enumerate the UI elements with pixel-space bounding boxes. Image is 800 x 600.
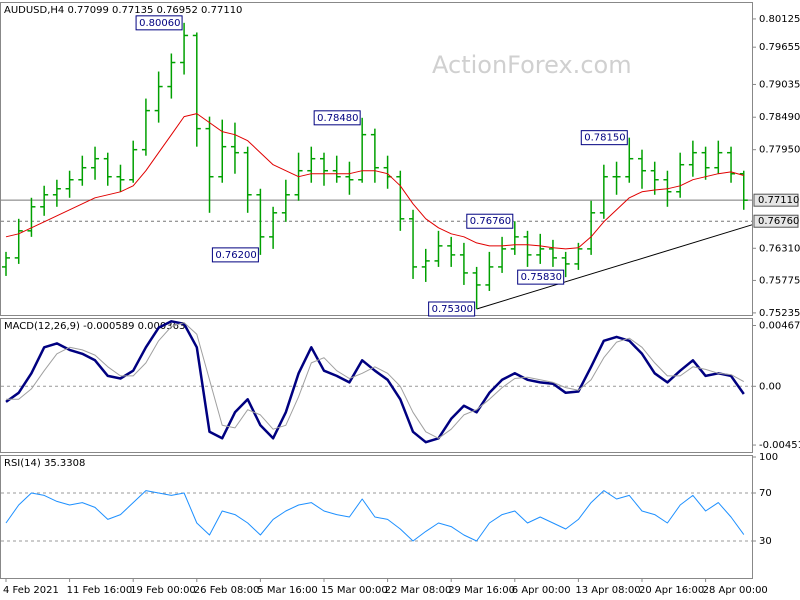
y-tick-label: 0.79655 (759, 42, 800, 53)
annotation-box (580, 130, 628, 146)
annotation-box (135, 15, 183, 31)
price-label-box (753, 214, 799, 228)
x-tick-label: 11 Feb 16:00 (67, 585, 133, 596)
rsi-title: RSI(14) 35.3308 (4, 458, 85, 469)
annotation-label: 0.78150 (584, 133, 625, 144)
x-tick-label: 20 Apr 16:00 (639, 585, 704, 596)
annotation-label: 0.76200 (215, 250, 256, 261)
x-tick-label: 22 Mar 08:00 (385, 585, 452, 596)
x-tick-label: 26 Feb 08:00 (194, 585, 260, 596)
y-tick-label: 0.79035 (759, 79, 800, 90)
x-tick-label: 28 Apr 00:00 (703, 585, 768, 596)
y-tick-label: 0.78490 (759, 112, 800, 123)
y-tick-label: 0.00 (759, 381, 781, 392)
price-label: 0.77110 (758, 195, 799, 206)
series-line (5, 490, 745, 542)
annotation-box (211, 247, 259, 263)
price-label: 0.76760 (758, 216, 799, 227)
annotation-label: 0.80060 (139, 18, 180, 29)
x-tick-label: 29 Mar 16:00 (448, 585, 515, 596)
moving-average (5, 113, 744, 250)
x-tick-label: 5 Mar 16:00 (257, 585, 317, 596)
annotation-label: 0.75830 (521, 272, 562, 283)
annotation-box (428, 301, 476, 317)
trendline (476, 224, 753, 310)
annotation-box (466, 213, 514, 229)
y-tick-label: 70 (759, 488, 772, 499)
x-tick-label: 19 Feb 00:00 (130, 585, 196, 596)
annotation-label: 0.75300 (432, 304, 473, 315)
y-tick-label: 0.75775 (759, 275, 800, 286)
series-line (5, 320, 745, 444)
y-tick-label: 0.80125 (759, 14, 800, 25)
y-tick-label: 0.004677 (759, 320, 800, 331)
y-tick-label: 0.77950 (759, 145, 800, 156)
annotation-label: 0.78480 (317, 113, 358, 124)
x-tick-label: 4 Feb 2021 (3, 585, 59, 596)
series-line (6, 322, 745, 439)
watermark: ActionForex.com (432, 51, 632, 79)
rsi-panel (0, 455, 753, 579)
x-tick-label: 6 Apr 00:00 (512, 585, 571, 596)
y-tick-label: 30 (759, 536, 772, 547)
annotation-box (517, 269, 565, 285)
macd-panel (0, 318, 753, 453)
y-tick-label: -0.004519 (759, 440, 800, 451)
annotation-box (313, 110, 361, 126)
y-tick-label: 0.76310 (759, 243, 800, 254)
annotation-label: 0.76760 (470, 216, 511, 227)
price-panel (0, 2, 753, 316)
y-tick-label: 100 (759, 452, 778, 463)
price-label-box (753, 193, 799, 207)
x-tick-label: 15 Mar 00:00 (321, 585, 388, 596)
price-title: AUDUSD,H4 0.77099 0.77135 0.76952 0.7711… (4, 5, 242, 16)
y-tick-label: 0.75235 (759, 308, 800, 319)
x-tick-label: 13 Apr 08:00 (575, 585, 640, 596)
macd-title: MACD(12,26,9) -0.000589 0.000363 (4, 321, 185, 332)
